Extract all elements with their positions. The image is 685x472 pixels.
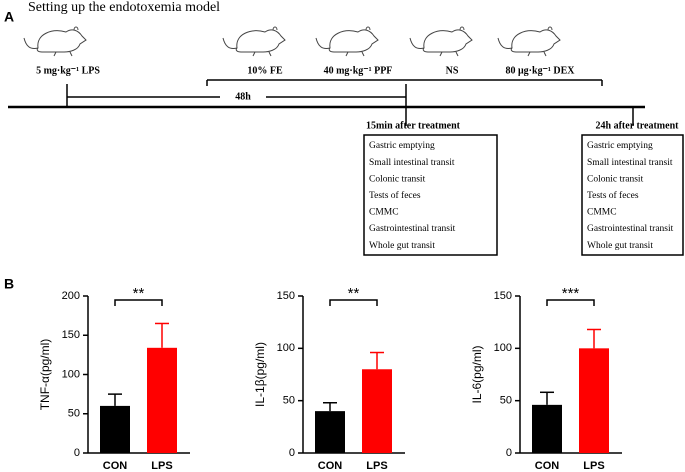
y-axis-label: IL-6(pg/ml): [470, 345, 484, 403]
mouse-icon: [409, 26, 473, 57]
test-item: CMMC: [369, 208, 399, 218]
y-tick-label: 150: [62, 329, 80, 341]
test-item: Tests of feces: [369, 190, 421, 201]
panel-label: B: [4, 276, 14, 292]
test-item: Colonic transit: [369, 174, 426, 184]
y-tick-label: 100: [277, 342, 295, 354]
y-tick-label: 150: [494, 290, 512, 302]
test-item: Tests of feces: [587, 190, 639, 201]
test-box: [581, 134, 684, 256]
bar: [579, 348, 609, 453]
test-item: Whole gut transit: [587, 241, 653, 251]
mouse-icon: [497, 26, 561, 57]
timepoint-label: 24h after treatment: [596, 120, 680, 131]
x-tick-label: LPS: [583, 460, 604, 472]
y-tick-label: 150: [277, 290, 295, 302]
mouse-icon: [315, 26, 379, 57]
bar: [100, 405, 130, 453]
dose-label: 5 mg·kg⁻¹ LPS: [36, 65, 100, 76]
y-tick-label: 100: [62, 368, 80, 380]
y-tick-label: 50: [500, 395, 512, 407]
y-tick-label: 0: [506, 447, 512, 459]
timepoint-label: 15min after treatment: [366, 120, 461, 131]
x-tick-label: CON: [103, 460, 128, 472]
test-box: [363, 134, 498, 256]
figure-title: Setting up the endotoxemia model: [28, 0, 220, 15]
treatment-label: 40 mg·kg⁻¹ PPF: [324, 65, 393, 76]
significance-label: **: [133, 285, 145, 302]
x-tick-label: CON: [318, 460, 343, 472]
x-tick-label: LPS: [151, 460, 172, 472]
bar: [315, 411, 345, 453]
bar: [147, 347, 177, 453]
mouse-icon: [222, 26, 286, 57]
significance-label: **: [348, 285, 360, 302]
significance-bracket: [546, 299, 595, 306]
treatment-label: 10% FE: [247, 65, 283, 76]
y-axis-label: TNF-α(pg/ml): [38, 339, 52, 411]
test-item: Colonic transit: [587, 174, 644, 184]
y-axis-label: IL-1β(pg/ml): [253, 342, 267, 407]
x-tick-label: LPS: [366, 460, 387, 472]
bar: [532, 404, 562, 453]
significance-label: ***: [562, 285, 580, 302]
x-tick-label: CON: [535, 460, 560, 472]
treatment-label: NS: [446, 65, 459, 76]
test-item: Small intestinal transit: [587, 158, 673, 168]
significance-bracket: [114, 299, 163, 306]
y-tick-label: 50: [68, 408, 80, 420]
test-item: CMMC: [587, 208, 617, 218]
test-item: Gastric emptying: [369, 141, 435, 151]
significance-bracket: [329, 299, 378, 306]
test-item: Gastrointestinal transit: [587, 224, 674, 234]
y-tick-label: 200: [62, 290, 80, 302]
y-tick-label: 0: [74, 447, 80, 459]
interval-label: 48h: [235, 91, 251, 102]
test-item: Small intestinal transit: [369, 158, 455, 168]
panel-label: A: [4, 9, 14, 25]
test-item: Gastrointestinal transit: [369, 224, 456, 234]
test-item: Gastric emptying: [587, 141, 653, 151]
test-item: Whole gut transit: [369, 241, 435, 251]
bar: [362, 369, 392, 453]
y-tick-label: 0: [289, 447, 295, 459]
y-tick-label: 50: [283, 395, 295, 407]
treatment-label: 80 μg·kg⁻¹ DEX: [506, 65, 576, 76]
y-tick-label: 100: [494, 342, 512, 354]
mouse-icon: [23, 26, 87, 57]
